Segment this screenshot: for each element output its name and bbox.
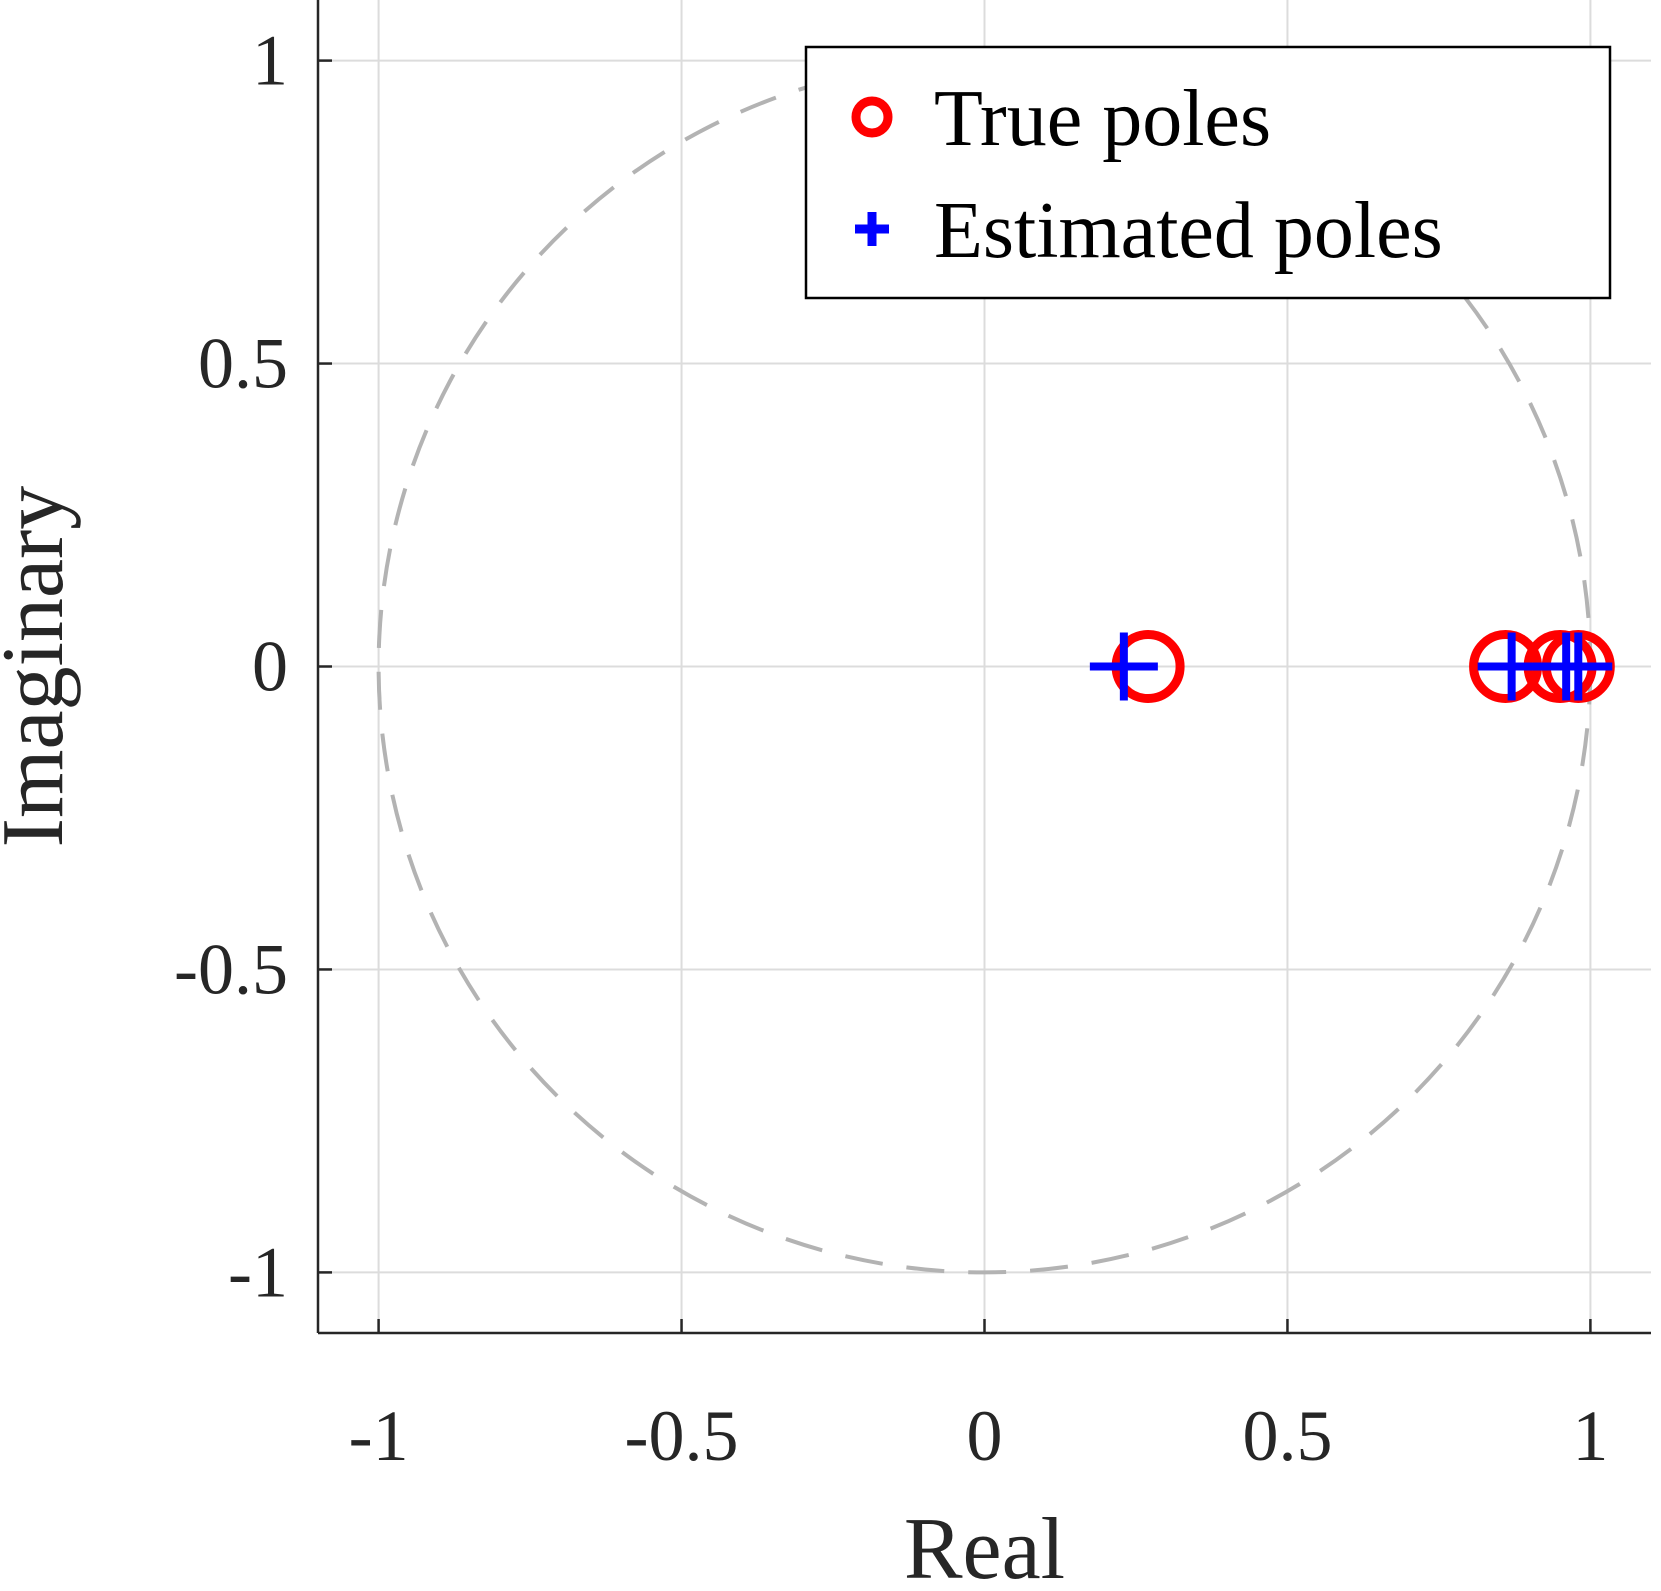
x-tick-label: -1 xyxy=(349,1396,409,1476)
y-tick-label: 1 xyxy=(252,21,288,101)
estimated-pole-marker xyxy=(1544,632,1613,701)
legend-true-poles-marker xyxy=(851,96,893,138)
x-tick-label: -0.5 xyxy=(625,1396,739,1476)
legend: True poles Estimated poles xyxy=(804,45,1612,300)
axes: -1 -0.5 0 0.5 1 -1 -0.5 0 0.5 1 xyxy=(174,0,1651,1476)
legend-entry-label: True poles xyxy=(934,75,1271,163)
y-axis-title: Imaginary xyxy=(0,486,82,848)
y-tick-label: 0 xyxy=(252,627,288,707)
x-tick-label: 0.5 xyxy=(1242,1396,1332,1476)
legend-box xyxy=(804,45,1612,300)
estimated-pole-marker xyxy=(1089,632,1158,701)
y-tick-label: 0.5 xyxy=(198,324,288,404)
legend-entry-label: Estimated poles xyxy=(934,187,1443,275)
legend-estimated-poles-marker xyxy=(855,212,889,246)
y-tick-label: -0.5 xyxy=(174,929,288,1009)
y-tick-label: -1 xyxy=(228,1232,288,1312)
x-tick-label: 0 xyxy=(967,1396,1003,1476)
x-axis-title: Real xyxy=(904,1501,1065,1591)
data-points xyxy=(1089,630,1615,703)
x-tick-label: 1 xyxy=(1572,1396,1608,1476)
